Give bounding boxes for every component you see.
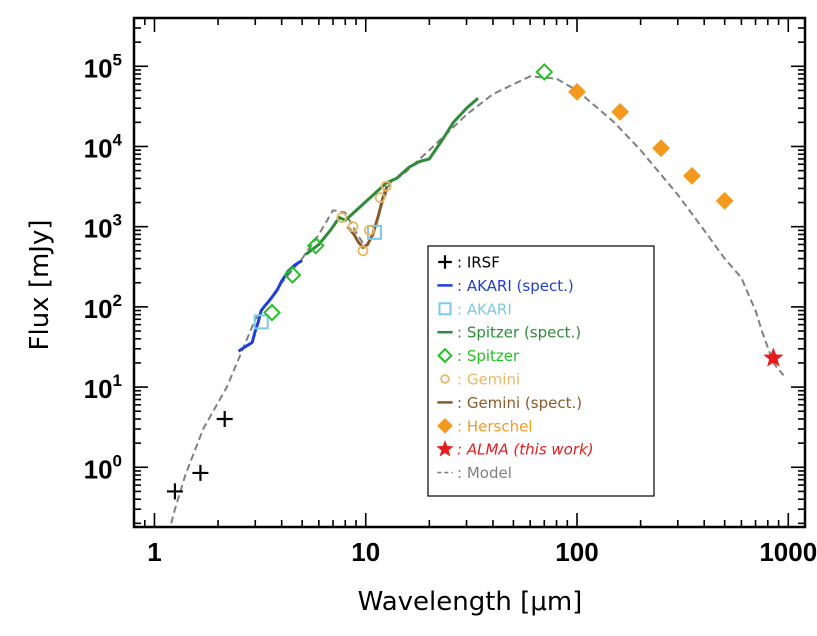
point-herschel-2	[652, 139, 670, 158]
legend-label: : Gemini (spect.)	[457, 394, 582, 412]
x-tick-label: 1000	[759, 537, 817, 567]
point-herschel-0	[568, 82, 586, 101]
point-akari-0	[253, 314, 269, 330]
legend-marker-irsf	[438, 255, 452, 269]
legend-item-irsf: : IRSF	[438, 254, 500, 272]
data-marks	[166, 63, 785, 524]
legend-label: : Gemini	[457, 371, 520, 389]
legend-marker-akari	[438, 302, 452, 316]
legend-item-spitzer-spec: : Spitzer (spect.)	[437, 324, 581, 342]
legend: : IRSF : AKARI (spect.) : AKARI : Spitzer (…	[427, 245, 655, 497]
series-spitzer-spec-line	[304, 97, 480, 256]
point-herschel-3	[683, 166, 701, 185]
x-tick-label: 1	[147, 537, 161, 567]
point-irsf-1	[192, 464, 209, 481]
y-tick-label: 105	[84, 50, 122, 83]
series-gemini-spec-line	[346, 185, 389, 249]
legend-item-alma: : ALMA (this work)	[436, 439, 594, 459]
plot-frame	[132, 16, 807, 529]
legend-marker-spitzer	[437, 347, 453, 364]
axes: 1 10 100 1000 100 101 102 103 104 105	[84, 16, 817, 567]
legend-item-gemini-spec: : Gemini (spect.)	[437, 394, 582, 412]
y-axis-title: Flux [mJy]	[25, 220, 55, 351]
legend-label: : IRSF	[457, 254, 500, 272]
point-herschel-4	[715, 191, 734, 210]
point-herschel-1	[611, 102, 630, 121]
y-tick-label: 100	[84, 451, 122, 484]
legend-item-herschel: : Herschel	[437, 417, 532, 435]
legend-label: : Spitzer	[457, 347, 520, 365]
y-tick-label: 103	[84, 211, 122, 244]
legend-label: : AKARI (spect.)	[457, 277, 574, 295]
legend-label: : Model	[457, 464, 512, 482]
legend-marker-alma	[436, 439, 454, 457]
point-gemini-0	[336, 212, 348, 223]
legend-item-spitzer: : Spitzer	[437, 347, 520, 365]
point-gemini-1	[347, 221, 359, 233]
point-alma-0	[763, 347, 784, 367]
legend-item-model: : Model	[437, 464, 512, 482]
legend-label: : Spitzer (spect.)	[457, 324, 581, 342]
point-akari-1	[366, 224, 382, 240]
point-irsf-2	[216, 410, 233, 427]
y-tick-label: 102	[84, 291, 122, 324]
legend-label: : AKARI	[457, 300, 512, 318]
point-spitzer-0	[263, 303, 281, 322]
point-spitzer-2	[306, 236, 325, 255]
x-tick-label: 10	[351, 537, 380, 567]
legend-item-akari: : AKARI	[438, 300, 512, 318]
legend-label: : ALMA (this work)	[457, 441, 594, 459]
legend-item-akari-spec: : AKARI (spect.)	[437, 277, 574, 295]
legend-item-gemini: : Gemini	[440, 371, 520, 389]
legend-box	[427, 245, 655, 497]
x-axis-title: Wavelength [μm]	[358, 587, 583, 617]
legend-label: : Herschel	[457, 417, 532, 435]
point-irsf-0	[166, 483, 183, 500]
point-gemini-5	[380, 180, 392, 192]
y-tick-label: 101	[84, 371, 122, 404]
point-spitzer-1	[283, 266, 302, 284]
x-tick-label: 100	[555, 537, 598, 567]
point-gemini-2	[357, 245, 369, 257]
point-spitzer-3	[535, 63, 554, 81]
legend-marker-herschel	[437, 418, 453, 434]
y-tick-label: 104	[84, 130, 123, 163]
point-gemini-3	[363, 224, 375, 236]
legend-marker-gemini	[440, 374, 450, 384]
point-gemini-4	[374, 192, 386, 204]
